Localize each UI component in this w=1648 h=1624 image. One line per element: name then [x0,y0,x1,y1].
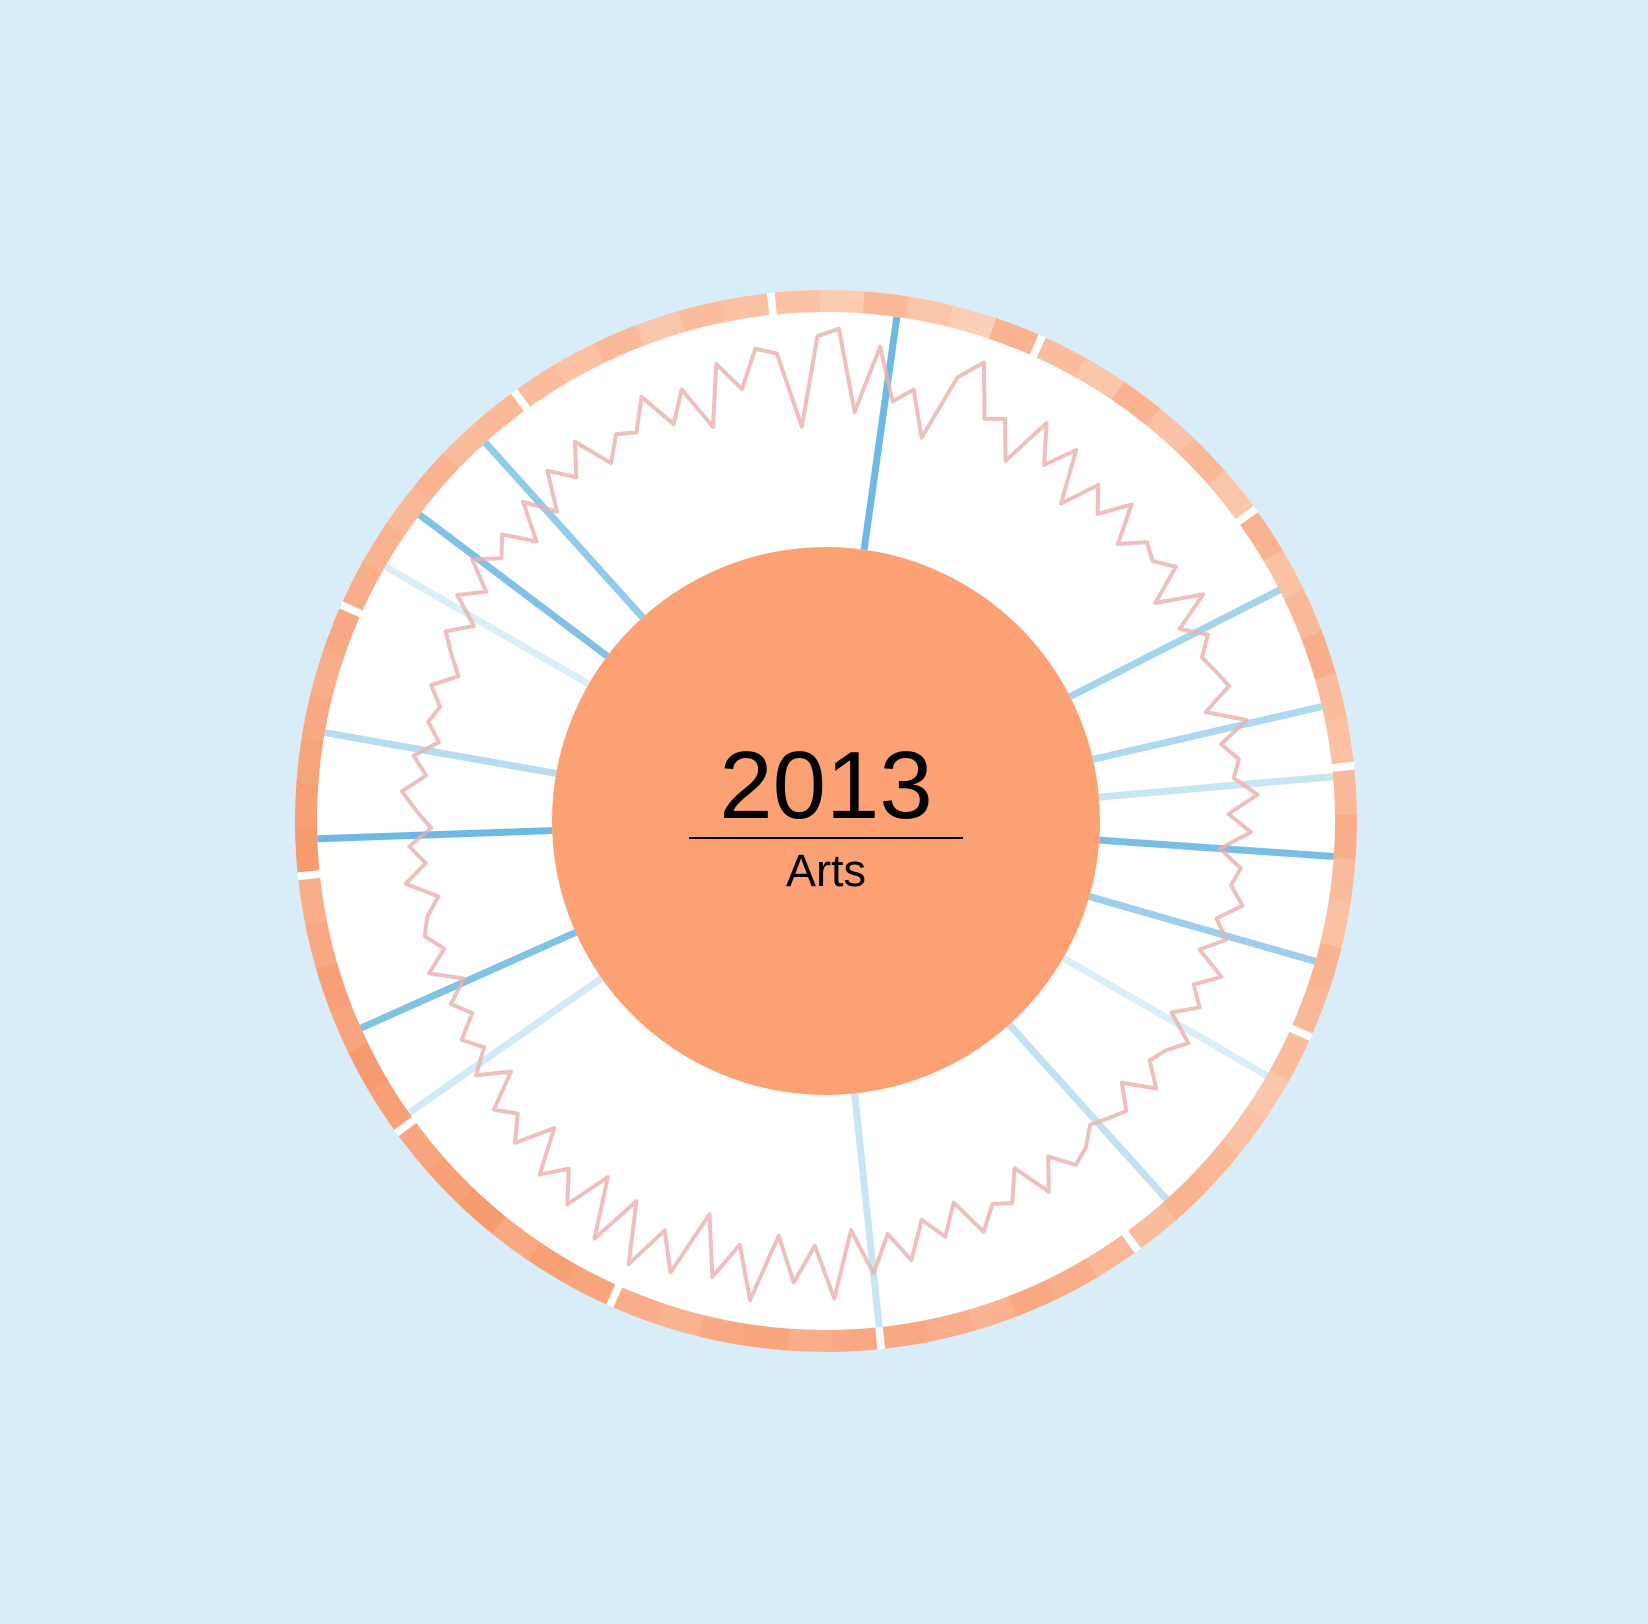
spike [324,729,557,777]
ring-cell [315,962,351,1012]
spike [1088,893,1317,965]
ring-cell [905,296,954,327]
ring-cell [301,693,332,742]
ring-cell [678,300,727,333]
ring-cell [613,1287,663,1324]
ring-cell [1332,769,1357,816]
ring-cell [491,1216,541,1261]
line-layer [400,326,1260,1302]
ring-cell [698,1315,747,1346]
ring-cell [426,1156,474,1204]
ring-cell [655,1302,705,1337]
ring-cell [554,342,605,384]
spike [407,975,604,1116]
spike [1099,836,1335,860]
ring-cell [1007,1279,1058,1317]
ring-cell [594,325,645,363]
ring-cell [1333,814,1357,860]
spike [860,316,901,551]
ring-cell [527,1241,577,1285]
ring-cell [989,318,1039,355]
ring-cell [1208,470,1254,519]
ring-cell [305,920,338,969]
ring-cell [1047,1258,1098,1300]
ring-cell [475,393,524,439]
ring-cell [310,650,345,700]
spike [417,511,610,659]
ring-cell [1307,942,1342,992]
spike [1068,586,1282,700]
ring-cell [565,1264,616,1305]
ring-cell [1314,673,1347,722]
ring-cell [742,1323,790,1351]
ring-cell [323,608,360,658]
spike [1061,954,1269,1079]
ring-cell [1320,900,1351,949]
ring-cell [1221,1106,1266,1156]
ring-cell [967,1296,1017,1332]
ring-cell [398,1123,444,1172]
ring-cell [1036,337,1087,378]
spike [1098,773,1334,801]
ring-cell [1269,1031,1310,1082]
ring-cell [1146,408,1195,455]
ring-cell [1128,1203,1177,1249]
ring-cell [362,522,406,572]
ring-cell [925,1309,974,1342]
center-disc [552,547,1100,1095]
ring-cell [1328,857,1356,905]
subtitle: Arts [786,845,866,896]
ring-cell [819,290,865,314]
ring-cell [386,486,431,536]
ring-cell [298,877,327,926]
spike [1006,1022,1170,1202]
ring-cell [1292,984,1329,1034]
spike [317,827,553,843]
ring-cell [330,1002,368,1053]
ring [295,290,1357,1352]
spikes [317,316,1335,1328]
title: 2013 [719,732,933,839]
ring-cell [1246,1070,1290,1120]
spike [482,440,646,620]
spike [383,563,591,688]
ring-cell [413,452,460,501]
ring-cell [635,310,685,346]
ring-cell [721,293,770,322]
ring-cell [1178,438,1226,486]
ring-cell [347,1042,389,1093]
ring-cell [296,737,324,785]
ring-cell [1284,589,1322,640]
ring-cell [1263,549,1305,600]
spike [1092,703,1323,763]
ring-cell [947,305,997,340]
wave-line [400,326,1260,1302]
ring-cell [1161,1173,1209,1221]
ring-cell [369,1080,412,1130]
ring-cell [342,560,383,611]
ring-cell [457,1187,506,1234]
ring-cell [831,1327,878,1352]
ring-cell [443,421,491,469]
ring-cell [882,1320,931,1349]
ring-cell [1192,1141,1239,1190]
spike [359,929,578,1032]
spike [851,1093,883,1328]
ring-cell [787,1328,833,1352]
ring-cell [1240,512,1283,562]
ring-cell [1111,381,1161,426]
ring-cell [1301,630,1337,680]
ring-cell [1075,357,1125,401]
ring-cell [1325,716,1354,765]
ring-cell [295,782,319,828]
ring-cell [1085,1235,1135,1278]
ring-cell [295,826,320,873]
ring-cell [862,291,910,319]
ring-cell [774,290,821,315]
ring-cell [517,364,567,407]
